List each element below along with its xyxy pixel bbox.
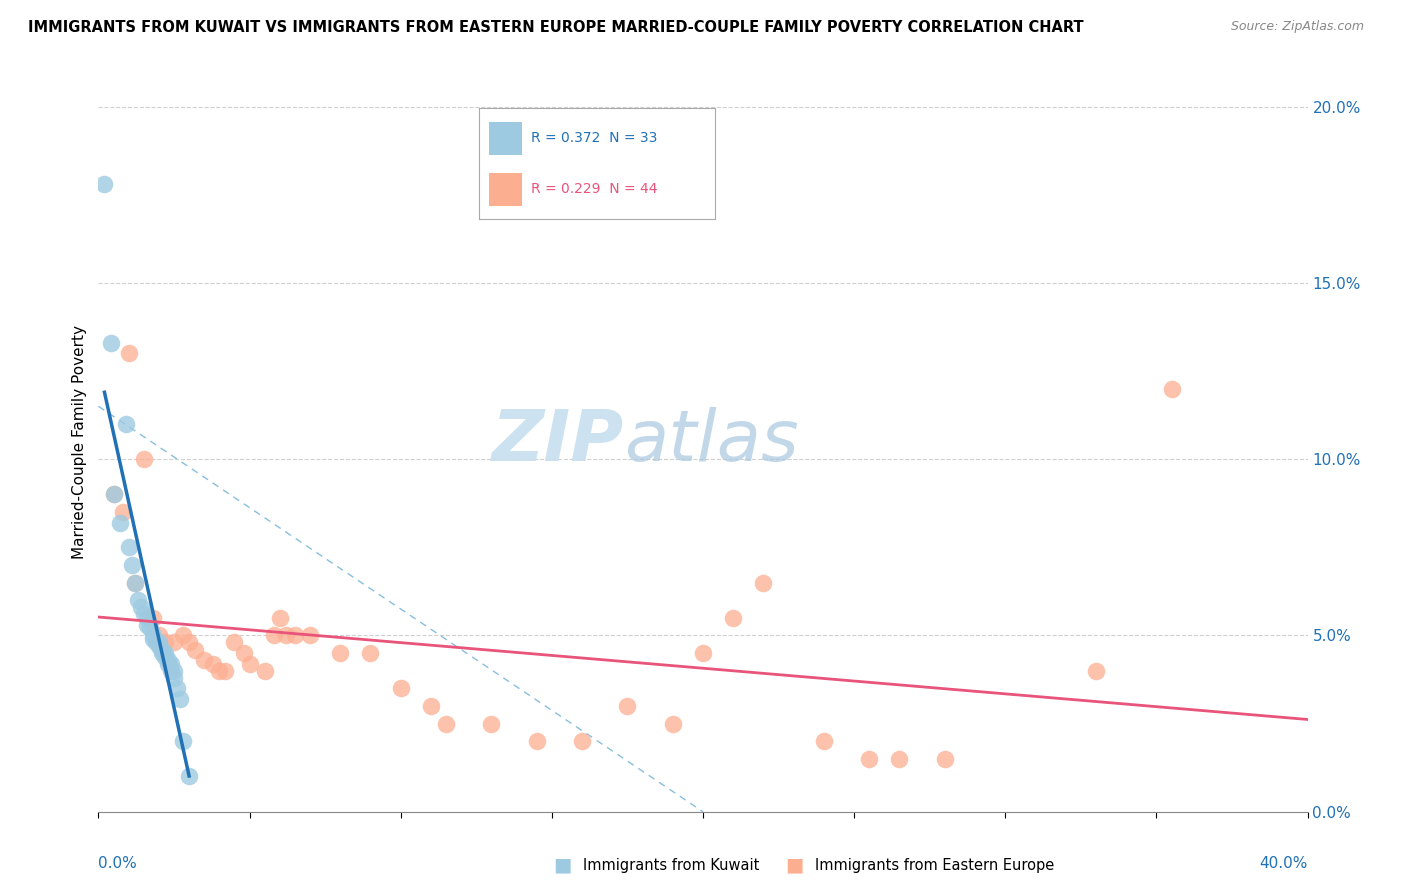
Point: [153, 635, 176, 649]
Point: [103, 487, 125, 501]
Point: [253, 664, 276, 678]
Point: [934, 752, 956, 766]
Point: [184, 642, 207, 657]
Point: [723, 611, 745, 625]
Point: [434, 716, 457, 731]
Point: [100, 335, 122, 350]
Point: [239, 657, 262, 671]
Point: [1160, 382, 1182, 396]
Point: [148, 635, 170, 649]
Point: [93, 177, 115, 191]
Point: [142, 611, 165, 625]
Text: Immigrants from Eastern Europe: Immigrants from Eastern Europe: [815, 858, 1054, 872]
Point: [142, 632, 165, 646]
Point: [145, 635, 167, 649]
Point: [124, 575, 146, 590]
Point: [481, 716, 503, 731]
Point: [224, 635, 246, 649]
Point: [139, 621, 162, 635]
Point: [118, 541, 141, 555]
Point: [526, 734, 548, 748]
Point: [299, 628, 322, 642]
Point: [269, 611, 291, 625]
Point: [214, 664, 236, 678]
Point: [160, 657, 183, 671]
Point: [163, 635, 186, 649]
Point: [150, 642, 173, 657]
Point: [692, 646, 714, 660]
Point: [127, 593, 149, 607]
Y-axis label: Married-Couple Family Poverty: Married-Couple Family Poverty: [72, 325, 87, 558]
Point: [166, 681, 188, 696]
Point: [420, 698, 443, 713]
Point: [889, 752, 911, 766]
Point: [132, 452, 155, 467]
Point: [153, 649, 176, 664]
Point: [132, 607, 155, 622]
Point: [121, 558, 143, 572]
Point: [208, 664, 231, 678]
Point: [360, 646, 382, 660]
Point: [172, 734, 194, 748]
Point: [148, 639, 170, 653]
Point: [752, 575, 775, 590]
Point: [329, 646, 352, 660]
Point: [193, 653, 215, 667]
Point: [389, 681, 412, 696]
Point: [169, 692, 191, 706]
Point: [114, 417, 136, 431]
Point: [284, 628, 307, 642]
Point: [156, 657, 179, 671]
Text: atlas: atlas: [624, 407, 799, 476]
Point: [124, 575, 146, 590]
Point: [111, 505, 134, 519]
Point: [108, 516, 131, 530]
Point: [263, 628, 285, 642]
Text: ■: ■: [785, 855, 804, 875]
Text: Immigrants from Kuwait: Immigrants from Kuwait: [583, 858, 759, 872]
Point: [135, 611, 157, 625]
Point: [858, 752, 880, 766]
Text: IMMIGRANTS FROM KUWAIT VS IMMIGRANTS FROM EASTERN EUROPE MARRIED-COUPLE FAMILY P: IMMIGRANTS FROM KUWAIT VS IMMIGRANTS FRO…: [28, 20, 1084, 35]
Point: [150, 646, 173, 660]
Text: 40.0%: 40.0%: [1260, 856, 1308, 871]
Point: [142, 628, 165, 642]
Point: [156, 653, 179, 667]
Point: [163, 671, 186, 685]
Point: [232, 646, 254, 660]
Point: [129, 600, 152, 615]
Point: [148, 628, 170, 642]
Point: [571, 734, 593, 748]
Point: [163, 664, 186, 678]
Point: [179, 635, 201, 649]
Point: [118, 346, 141, 360]
Point: [813, 734, 835, 748]
Text: ZIP: ZIP: [492, 407, 624, 476]
Point: [172, 628, 194, 642]
Point: [160, 664, 183, 678]
Point: [103, 487, 125, 501]
Point: [661, 716, 683, 731]
Point: [616, 698, 638, 713]
Text: 0.0%: 0.0%: [98, 856, 138, 871]
Point: [1085, 664, 1108, 678]
Point: [135, 618, 157, 632]
Point: [202, 657, 225, 671]
Point: [153, 646, 176, 660]
Text: Source: ZipAtlas.com: Source: ZipAtlas.com: [1230, 20, 1364, 33]
Point: [274, 628, 297, 642]
Text: ■: ■: [553, 855, 572, 875]
Point: [179, 769, 201, 783]
